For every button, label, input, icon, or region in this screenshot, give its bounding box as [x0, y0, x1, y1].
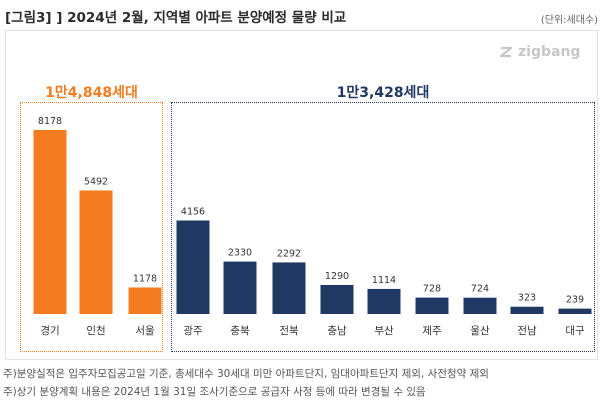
- capital-region-total: 1만4,848세대: [20, 82, 163, 102]
- category-label-대구: 대구: [565, 325, 585, 337]
- category-label-전남: 전남: [517, 325, 537, 337]
- other-region-total: 1만3,428세대: [171, 82, 595, 102]
- bar-전남: [510, 306, 544, 314]
- value-label-경기: 8178: [38, 116, 62, 127]
- value-label-충남: 1290: [325, 271, 349, 282]
- category-label-충남: 충남: [327, 325, 347, 337]
- bar-서울: [128, 287, 162, 314]
- chart-frame: [5, 30, 598, 360]
- value-label-인천: 5492: [84, 176, 108, 187]
- bar-울산: [463, 297, 497, 314]
- value-label-서울: 1178: [133, 273, 157, 284]
- other-region-box: [171, 102, 595, 352]
- logo-text: zigbang: [518, 44, 581, 60]
- footnote-1: 주)분양실적은 입주자모집공고일 기준, 총세대수 30세대 미만 아파트단지,…: [3, 368, 489, 380]
- bar-광주: [176, 220, 210, 314]
- value-label-전북: 2292: [277, 248, 301, 259]
- category-label-서울: 서울: [135, 325, 155, 337]
- bar-제주: [415, 297, 449, 314]
- value-label-광주: 4156: [181, 206, 205, 217]
- footnote-2: 주)상기 분양계획 내용은 2024년 1월 31일 조사기준으로 공급자 사정…: [3, 386, 426, 398]
- bar-대구: [558, 308, 592, 314]
- category-label-광주: 광주: [183, 325, 203, 337]
- bar-충남: [320, 284, 354, 314]
- category-label-울산: 울산: [470, 325, 490, 337]
- value-label-제주: 728: [423, 284, 441, 295]
- capital-region-total-label: 1만4,848세대: [39, 85, 144, 101]
- zigbang-logo-icon: [499, 46, 513, 58]
- category-label-부산: 부산: [374, 325, 394, 337]
- value-label-충북: 2330: [228, 248, 252, 259]
- capital-region-box: [20, 102, 163, 352]
- value-label-울산: 724: [471, 284, 489, 295]
- category-label-충북: 충북: [230, 325, 250, 337]
- category-label-인천: 인천: [86, 325, 105, 337]
- bar-부산: [367, 288, 401, 314]
- page-title: [그림3] ] 2024년 2월, 지역별 아파트 분양예정 물량 비교: [5, 10, 347, 26]
- category-label-경기: 경기: [40, 324, 59, 337]
- value-label-부산: 1114: [372, 275, 396, 286]
- bar-전북: [272, 262, 306, 314]
- value-label-대구: 239: [566, 295, 584, 306]
- category-label-전북: 전북: [279, 325, 299, 337]
- bar-충북: [223, 261, 257, 314]
- bar-경기: [33, 129, 67, 314]
- value-label-전남: 323: [518, 293, 536, 304]
- bar-인천: [79, 190, 113, 314]
- category-label-제주: 제주: [422, 325, 442, 337]
- other-region-total-label: 1만3,428세대: [330, 85, 436, 101]
- unit-label: (단위:세대수): [540, 15, 598, 26]
- zigbang-logo: zigbang: [498, 44, 580, 60]
